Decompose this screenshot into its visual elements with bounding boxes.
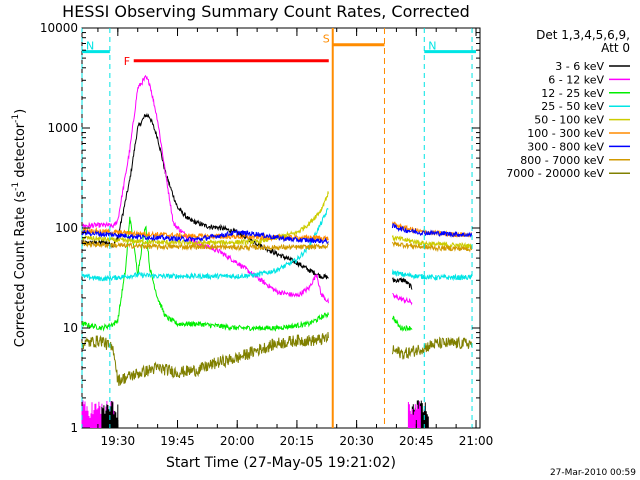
flag-label-saa: S: [323, 33, 330, 46]
series-line-post-25-50-kev: [391, 268, 473, 282]
y-tick-label: 100: [55, 221, 78, 235]
footer-date: 27-Mar-2010 00:59: [550, 468, 636, 478]
y-axis-label-sup2: -1: [11, 114, 21, 123]
series-line-post-3-6-kev: [392, 276, 413, 290]
flag-label-night: N: [428, 40, 436, 53]
series-line-post-800-7000-kev: [391, 241, 473, 253]
series-line-post-50-100-kev: [391, 235, 473, 249]
series-line-6-12-kev: [81, 74, 329, 304]
legend-label-12-25-kev: 12 - 25 keV: [541, 87, 604, 100]
y-axis-label-main: Corrected Count Rate (s: [13, 191, 28, 348]
plot-frame: [81, 27, 481, 429]
x-tick-label: 20:30: [339, 434, 374, 448]
legend-label-50-100-kev: 50 - 100 keV: [534, 114, 604, 127]
series-line-100-300-kev: [81, 227, 329, 243]
series-line-post-7000-20000-kev: [391, 336, 473, 360]
y-tick-label: 1000: [47, 121, 78, 135]
x-tick-label: 20:15: [280, 434, 315, 448]
series-line-50-100-kev: [81, 191, 329, 247]
low-count-segment: [407, 401, 421, 428]
series-line-3-6-kev: [81, 112, 329, 280]
y-tick-label: 10: [63, 321, 78, 335]
x-tick-label: 19:30: [101, 434, 136, 448]
legend-label-6-12-kev: 6 - 12 keV: [548, 73, 604, 86]
flag-layer: F N N S: [81, 28, 477, 428]
x-tick-label: 20:00: [220, 434, 255, 448]
y-axis-label-sup1: -1: [11, 182, 21, 191]
y-tick-label: 1: [70, 421, 78, 435]
chart-title: HESSI Observing Summary Count Rates, Cor…: [62, 2, 470, 21]
series-line-300-800-kev: [81, 229, 329, 245]
y-tick-label: 10000: [40, 21, 78, 35]
legend-label-800-7000-kev: 800 - 7000 keV: [520, 154, 604, 167]
series-line-25-50-kev: [81, 207, 329, 282]
y-axis-label-mid: detector: [13, 122, 28, 182]
series-line-post-6-12-kev: [392, 292, 413, 306]
series-line-7000-20000-kev: [81, 331, 329, 387]
plot-area: F N N S 1 10 100 1000 10000 19:30 19:45 20:00 20:15…: [40, 21, 494, 448]
series-line-post-300-800-kev: [391, 223, 473, 238]
flag-label-night: N: [86, 40, 94, 53]
legend-header-line1: Det 1,3,4,5,6,9,: [536, 28, 630, 42]
x-axis-label: Start Time (27-May-05 19:21:02): [166, 455, 396, 471]
legend-label-300-800-kev: 300 - 800 keV: [527, 140, 604, 153]
tick-layer: 1 10 100 1000 10000 19:30 19:45 20:00 20:15 20:30…: [40, 21, 494, 448]
legend-label-100-300-kev: 100 - 300 keV: [527, 127, 604, 140]
legend-label-25-50-kev: 25 - 50 keV: [541, 100, 604, 113]
y-axis-label: Corrected Count Rate (s-1 detector-1): [11, 109, 28, 347]
x-tick-label: 20:45: [399, 434, 434, 448]
x-tick-label: 19:45: [160, 434, 195, 448]
y-axis-label-end: ): [13, 109, 28, 114]
legend-header-line2: Att 0: [601, 41, 630, 55]
low-count-segment: [101, 401, 119, 428]
x-tick-label: 21:00: [459, 434, 494, 448]
series-line-12-25-kev: [81, 216, 329, 332]
series-layer: [81, 74, 473, 428]
flag-label-flare: F: [124, 55, 130, 68]
legend-label-3-6-kev: 3 - 6 keV: [555, 60, 604, 73]
legend-label-7000-20000-kev: 7000 - 20000 keV: [506, 167, 604, 180]
series-line-800-7000-kev: [81, 239, 329, 252]
series-line-post-12-25-kev: [391, 315, 413, 332]
